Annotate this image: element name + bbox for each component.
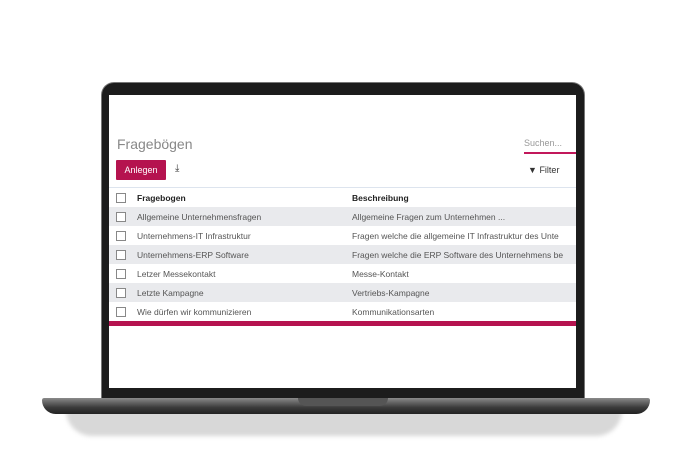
row-checkbox[interactable] xyxy=(116,212,126,222)
table-row[interactable]: Wie dürfen wir kommunizieren Kommunikatio… xyxy=(109,302,576,321)
laptop-shadow xyxy=(66,410,622,436)
cell-beschreibung: Messe-Kontakt xyxy=(352,269,409,279)
table-row[interactable]: Unternehmens-IT Infrastruktur Fragen welc… xyxy=(109,226,576,245)
row-checkbox[interactable] xyxy=(116,288,126,298)
select-all-checkbox[interactable] xyxy=(116,193,126,203)
questionnaire-table: Fragebogen Beschreibung Allgemeine Unter… xyxy=(109,187,576,326)
table-row[interactable]: Allgemeine Unternehmensfragen Allgemeine … xyxy=(109,207,576,226)
table-row[interactable]: Letzer Messekontakt Messe-Kontakt xyxy=(109,264,576,283)
cell-fragebogen: Wie dürfen wir kommunizieren xyxy=(137,307,252,317)
filter-button[interactable]: ▼ Filter xyxy=(528,165,559,175)
filter-icon: ▼ xyxy=(528,165,537,175)
cell-beschreibung: Kommunikationsarten xyxy=(352,307,435,317)
row-checkbox[interactable] xyxy=(116,269,126,279)
page-title: Fragebögen xyxy=(117,136,193,152)
cell-beschreibung: Allgemeine Fragen zum Unternehmen ... xyxy=(352,212,506,222)
cell-beschreibung: Fragen welche die allgemeine IT Infrastr… xyxy=(352,231,559,241)
cell-beschreibung: Fragen welche die ERP Software des Unter… xyxy=(352,250,564,260)
row-checkbox[interactable] xyxy=(116,307,126,317)
header-fragebogen[interactable]: Fragebogen xyxy=(137,193,186,203)
laptop-notch xyxy=(298,398,388,406)
table-row[interactable]: Letzte Kampagne Vertriebs-Kampagne xyxy=(109,283,576,302)
table-row[interactable]: Unternehmens-ERP Software Fragen welche d… xyxy=(109,245,576,264)
filter-label: Filter xyxy=(539,165,560,175)
cell-fragebogen: Unternehmens-IT Infrastruktur xyxy=(137,231,251,241)
cell-beschreibung: Vertriebs-Kampagne xyxy=(352,288,430,298)
header-beschreibung[interactable]: Beschreibung xyxy=(352,193,409,203)
cell-fragebogen: Allgemeine Unternehmensfragen xyxy=(137,212,262,222)
create-button[interactable]: Anlegen xyxy=(116,160,166,180)
table-footer-bar xyxy=(109,321,576,326)
laptop-screen: Fragebögen Suchen... Anlegen ⤓ ▼ Filter … xyxy=(109,95,576,388)
cell-fragebogen: Unternehmens-ERP Software xyxy=(137,250,249,260)
search-input[interactable]: Suchen... xyxy=(524,138,576,154)
laptop-base xyxy=(42,398,650,414)
download-icon[interactable]: ⤓ xyxy=(175,163,180,174)
cell-fragebogen: Letzer Messekontakt xyxy=(137,269,216,279)
row-checkbox[interactable] xyxy=(116,250,126,260)
row-checkbox[interactable] xyxy=(116,231,126,241)
table-header: Fragebogen Beschreibung xyxy=(109,188,576,207)
cell-fragebogen: Letzte Kampagne xyxy=(137,288,204,298)
